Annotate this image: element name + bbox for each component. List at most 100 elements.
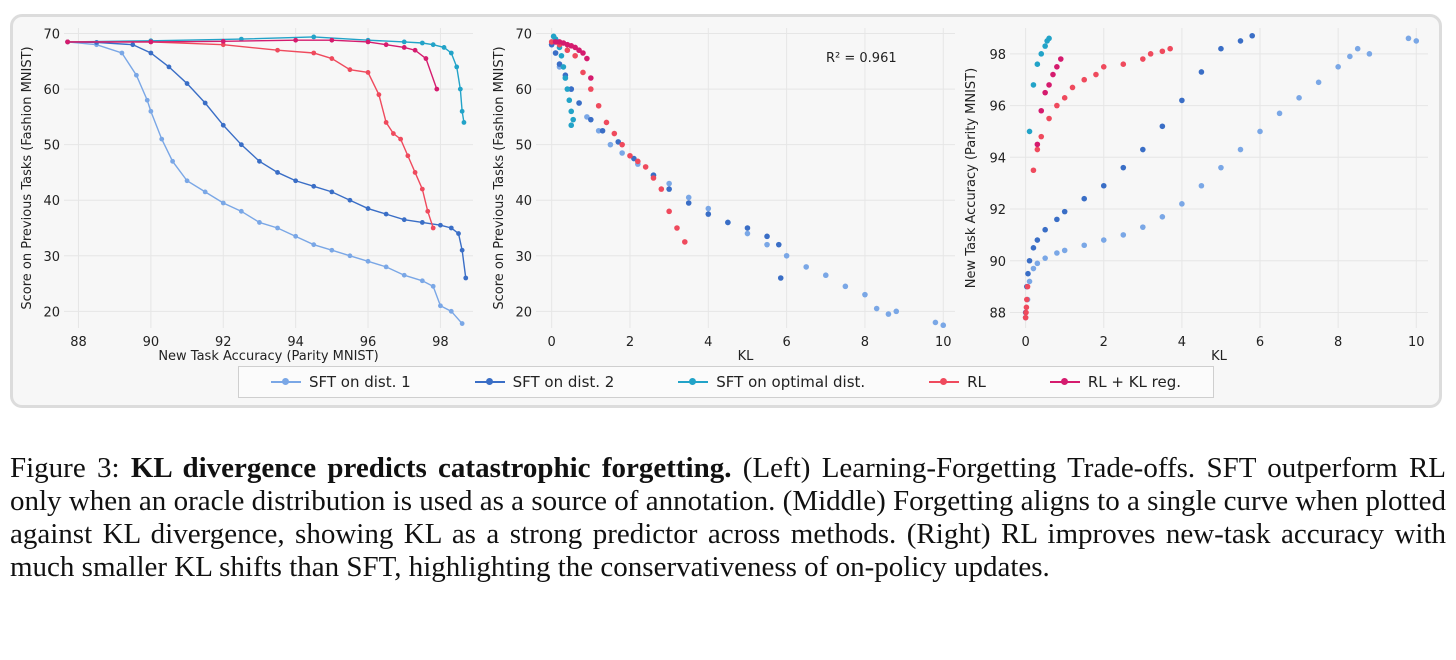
data-point: [1315, 79, 1322, 86]
data-point: [570, 116, 577, 123]
data-point: [457, 86, 463, 92]
data-point: [347, 197, 353, 203]
data-point: [1046, 115, 1052, 122]
data-point: [584, 114, 590, 120]
data-point: [1237, 38, 1244, 44]
data-point: [184, 81, 190, 86]
data-point: [666, 208, 672, 215]
data-point: [376, 92, 382, 98]
data-point: [454, 64, 460, 70]
data-point: [1054, 216, 1060, 223]
data-point: [1061, 95, 1068, 101]
data-point: [441, 45, 447, 50]
data-point: [459, 321, 465, 326]
y-tick-label: 20: [43, 305, 60, 320]
data-point: [822, 272, 829, 279]
data-point: [311, 183, 317, 189]
data-point: [552, 50, 559, 56]
data-point: [329, 56, 335, 61]
data-point: [576, 47, 582, 54]
data-point: [412, 47, 418, 53]
data-point: [1069, 84, 1076, 91]
data-point: [448, 225, 454, 231]
data-point: [566, 97, 573, 104]
data-point: [430, 225, 436, 231]
caption-title: KL divergence predicts catastrophic forg…: [130, 452, 732, 484]
x-tick-label: 92: [215, 335, 232, 350]
data-point: [685, 200, 692, 206]
data-point: [365, 39, 371, 45]
data-point: [580, 50, 586, 56]
data-point: [220, 200, 226, 206]
data-point: [434, 86, 440, 92]
x-tick-label: 4: [1178, 335, 1186, 350]
data-point: [619, 141, 625, 148]
data-point: [275, 47, 280, 53]
legend-swatch: [270, 377, 301, 387]
data-point: [1054, 63, 1060, 70]
data-point: [548, 39, 555, 45]
data-point: [1218, 164, 1224, 171]
data-point: [611, 130, 618, 137]
data-point: [783, 252, 790, 259]
data-point: [1257, 128, 1263, 135]
y-tick-label: 98: [989, 48, 1006, 63]
data-point: [568, 122, 575, 129]
data-point: [1054, 102, 1060, 109]
data-point: [329, 189, 335, 195]
data-point: [130, 42, 136, 48]
data-point: [627, 152, 633, 159]
r-squared-annotation: R² = 0.961: [826, 51, 897, 66]
data-point: [1120, 61, 1127, 68]
data-point: [1405, 35, 1412, 42]
legend-label: RL: [967, 373, 986, 391]
data-point: [1198, 69, 1205, 75]
data-point: [1034, 260, 1041, 267]
legend-label: RL + KL reg.: [1087, 373, 1182, 391]
y-tick-label: 20: [515, 305, 532, 320]
data-point: [1159, 123, 1166, 130]
data-point: [430, 283, 436, 289]
data-point: [1159, 213, 1166, 220]
data-point: [705, 205, 712, 212]
data-point: [631, 155, 637, 162]
data-point: [615, 139, 622, 145]
y-tick-label: 90: [989, 255, 1006, 270]
data-point: [1120, 232, 1127, 238]
data-point: [390, 131, 396, 136]
data-point: [220, 38, 226, 44]
data-point: [1023, 296, 1030, 303]
data-point: [1335, 63, 1341, 70]
x-tick-label: 10: [935, 335, 952, 350]
data-point: [329, 37, 335, 43]
x-tick-label: 6: [1256, 335, 1264, 350]
data-point: [438, 303, 443, 309]
data-point: [603, 119, 610, 126]
data-point: [1030, 245, 1037, 251]
legend-swatch: [929, 377, 960, 387]
data-point: [580, 69, 586, 76]
data-point: [1093, 71, 1099, 78]
data-point: [1061, 247, 1068, 254]
figure-panel: [10, 14, 1442, 408]
data-point: [1046, 35, 1052, 42]
y-tick-label: 88: [989, 306, 1006, 321]
data-point: [1042, 43, 1048, 49]
data-point: [1100, 237, 1107, 243]
data-point: [588, 86, 594, 92]
data-point: [775, 241, 782, 248]
data-point: [238, 36, 244, 42]
data-point: [365, 206, 371, 211]
data-point: [1038, 133, 1045, 140]
data-point: [365, 70, 371, 75]
data-point: [184, 178, 190, 184]
data-point: [1026, 128, 1033, 135]
data-point: [595, 102, 602, 109]
data-point: [1023, 309, 1029, 316]
data-point: [1081, 242, 1088, 249]
data-point: [803, 264, 809, 270]
y-tick-label: 60: [515, 83, 532, 98]
x-tick-label: 8: [861, 335, 869, 350]
legend-item: SFT on dist. 1: [270, 373, 411, 391]
data-point: [347, 67, 353, 73]
